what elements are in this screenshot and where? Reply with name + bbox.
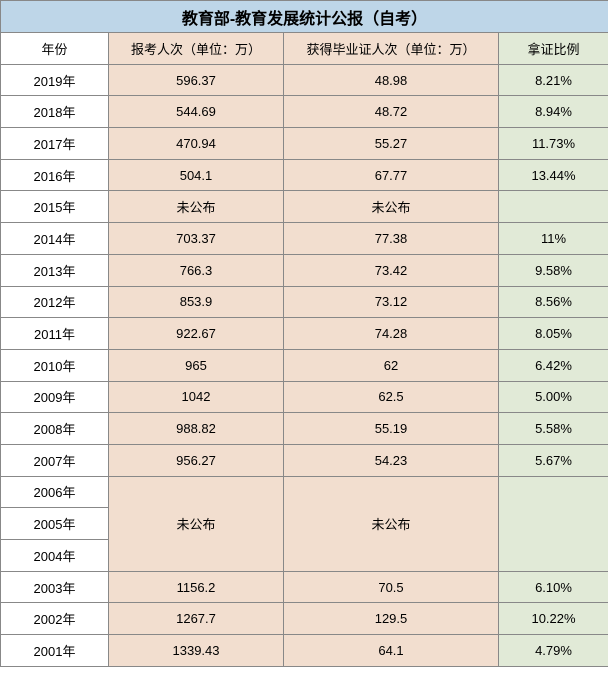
cell-enroll: 703.37 [109, 223, 284, 255]
cell-enroll: 922.67 [109, 318, 284, 350]
cell-grad: 74.28 [284, 318, 499, 350]
cell-grad: 64.1 [284, 635, 499, 667]
cell-rate: 5.58% [499, 413, 608, 445]
cell-year: 2011年 [1, 318, 109, 350]
table-row: 2003年1156.270.56.10% [1, 571, 608, 603]
cell-rate: 8.56% [499, 286, 608, 318]
cell-grad: 48.98 [284, 64, 499, 96]
cell-grad: 129.5 [284, 603, 499, 635]
cell-grad: 48.72 [284, 96, 499, 128]
table-row: 2016年504.167.7713.44% [1, 159, 608, 191]
cell-year: 2015年 [1, 191, 109, 223]
cell-year: 2001年 [1, 635, 109, 667]
table-row: 2002年1267.7129.510.22% [1, 603, 608, 635]
cell-enroll: 1339.43 [109, 635, 284, 667]
cell-year: 2014年 [1, 223, 109, 255]
cell-grad: 77.38 [284, 223, 499, 255]
cell-year: 2006年 [1, 476, 109, 508]
table-row: 2009年104262.55.00% [1, 381, 608, 413]
table-row: 2010年965626.42% [1, 349, 608, 381]
cell-enroll: 956.27 [109, 444, 284, 476]
cell-grad: 67.77 [284, 159, 499, 191]
cell-enroll: 470.94 [109, 128, 284, 160]
table-title: 教育部-教育发展统计公报（自考） [1, 1, 608, 33]
cell-grad: 62 [284, 349, 499, 381]
cell-year: 2009年 [1, 381, 109, 413]
cell-year: 2002年 [1, 603, 109, 635]
table-row: 2019年596.3748.988.21% [1, 64, 608, 96]
cell-grad: 62.5 [284, 381, 499, 413]
cell-year: 2007年 [1, 444, 109, 476]
cell-rate: 11% [499, 223, 608, 255]
header-year: 年份 [1, 33, 109, 65]
cell-rate: 9.58% [499, 254, 608, 286]
cell-grad: 55.27 [284, 128, 499, 160]
cell-enroll: 544.69 [109, 96, 284, 128]
table-row: 2015年未公布未公布 [1, 191, 608, 223]
cell-year: 2004年 [1, 540, 109, 572]
cell-enroll: 988.82 [109, 413, 284, 445]
table-row: 2014年703.3777.3811% [1, 223, 608, 255]
cell-grad: 73.42 [284, 254, 499, 286]
table-row: 2011年922.6774.288.05% [1, 318, 608, 350]
cell-grad: 70.5 [284, 571, 499, 603]
cell-grad: 55.19 [284, 413, 499, 445]
cell-enroll: 1267.7 [109, 603, 284, 635]
table-row: 2012年853.973.128.56% [1, 286, 608, 318]
header-enroll: 报考人次（单位：万） [109, 33, 284, 65]
cell-rate: 11.73% [499, 128, 608, 160]
cell-grad: 未公布 [284, 476, 499, 571]
cell-enroll: 1042 [109, 381, 284, 413]
cell-enroll: 1156.2 [109, 571, 284, 603]
stats-table: 教育部-教育发展统计公报（自考） 年份 报考人次（单位：万） 获得毕业证人次（单… [0, 0, 608, 667]
table-row: 2001年1339.4364.14.79% [1, 635, 608, 667]
cell-enroll: 未公布 [109, 476, 284, 571]
cell-year: 2019年 [1, 64, 109, 96]
header-row: 年份 报考人次（单位：万） 获得毕业证人次（单位：万） 拿证比例 [1, 33, 608, 65]
cell-year: 2016年 [1, 159, 109, 191]
cell-year: 2013年 [1, 254, 109, 286]
cell-rate: 8.94% [499, 96, 608, 128]
cell-enroll: 504.1 [109, 159, 284, 191]
title-row: 教育部-教育发展统计公报（自考） [1, 1, 608, 33]
table-row: 2018年544.6948.728.94% [1, 96, 608, 128]
cell-rate [499, 476, 608, 571]
cell-year: 2008年 [1, 413, 109, 445]
cell-grad: 54.23 [284, 444, 499, 476]
cell-enroll: 766.3 [109, 254, 284, 286]
cell-year: 2012年 [1, 286, 109, 318]
cell-enroll: 未公布 [109, 191, 284, 223]
cell-year: 2005年 [1, 508, 109, 540]
table-row: 2006年 未公布 未公布 [1, 476, 608, 508]
table-row: 2007年956.2754.235.67% [1, 444, 608, 476]
cell-grad: 未公布 [284, 191, 499, 223]
header-rate: 拿证比例 [499, 33, 608, 65]
cell-rate: 5.00% [499, 381, 608, 413]
table-row: 2013年766.373.429.58% [1, 254, 608, 286]
cell-year: 2010年 [1, 349, 109, 381]
header-grad: 获得毕业证人次（单位：万） [284, 33, 499, 65]
cell-rate: 8.05% [499, 318, 608, 350]
cell-year: 2018年 [1, 96, 109, 128]
cell-rate [499, 191, 608, 223]
cell-grad: 73.12 [284, 286, 499, 318]
cell-rate: 13.44% [499, 159, 608, 191]
cell-rate: 10.22% [499, 603, 608, 635]
cell-rate: 8.21% [499, 64, 608, 96]
cell-rate: 6.10% [499, 571, 608, 603]
cell-rate: 6.42% [499, 349, 608, 381]
cell-enroll: 853.9 [109, 286, 284, 318]
cell-enroll: 965 [109, 349, 284, 381]
cell-rate: 5.67% [499, 444, 608, 476]
table-row: 2008年988.8255.195.58% [1, 413, 608, 445]
cell-year: 2003年 [1, 571, 109, 603]
cell-year: 2017年 [1, 128, 109, 160]
table-row: 2017年470.9455.2711.73% [1, 128, 608, 160]
cell-enroll: 596.37 [109, 64, 284, 96]
cell-rate: 4.79% [499, 635, 608, 667]
